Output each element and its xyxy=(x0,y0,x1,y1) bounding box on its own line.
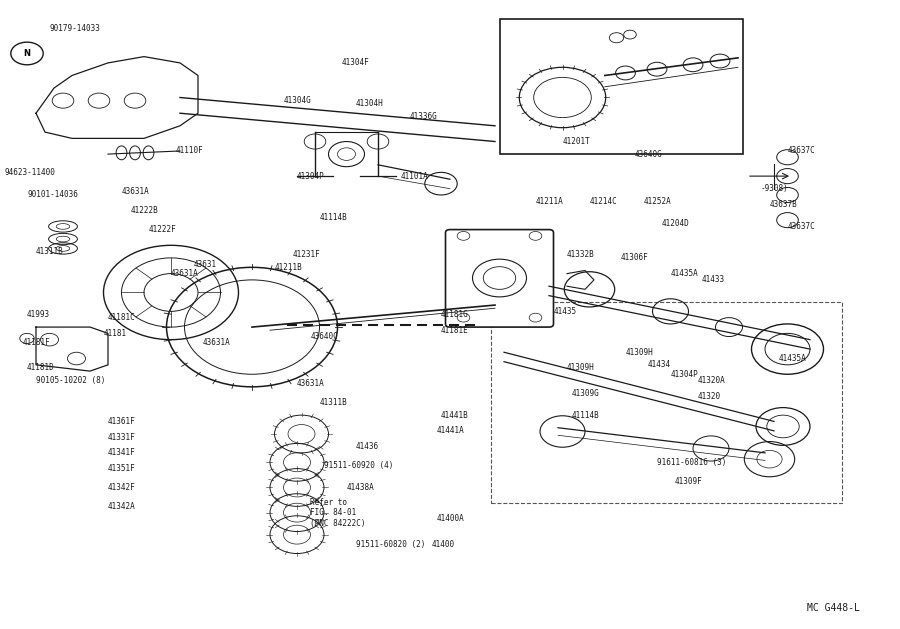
Text: 41211A: 41211A xyxy=(536,197,563,206)
Text: 41342A: 41342A xyxy=(108,502,136,511)
Text: 41101A: 41101A xyxy=(400,172,428,181)
Text: 43631A: 43631A xyxy=(122,187,149,196)
Text: 41181D: 41181D xyxy=(27,364,55,372)
Text: N: N xyxy=(23,49,31,58)
Text: 41222F: 41222F xyxy=(148,225,176,234)
Text: 41181G: 41181G xyxy=(441,310,469,319)
Text: 91611-60816 (3): 91611-60816 (3) xyxy=(657,458,726,467)
Text: 91511-60820 (2): 91511-60820 (2) xyxy=(356,540,425,548)
Text: 41341F: 41341F xyxy=(108,448,136,457)
Text: 41400A: 41400A xyxy=(436,515,464,523)
Text: 41435A: 41435A xyxy=(778,354,806,363)
Text: 41181C: 41181C xyxy=(108,313,136,322)
Text: 41441B: 41441B xyxy=(441,411,469,420)
Text: 41304H: 41304H xyxy=(356,99,383,108)
Text: 43631A: 43631A xyxy=(297,379,325,388)
Text: 90101-14036: 90101-14036 xyxy=(27,191,78,199)
Text: 41361F: 41361F xyxy=(108,417,136,426)
Text: 41114B: 41114B xyxy=(572,411,599,420)
Text: 43637C: 43637C xyxy=(788,147,815,155)
Text: 41222B: 41222B xyxy=(130,206,158,215)
Text: 41309F: 41309F xyxy=(675,477,703,486)
Text: 41435: 41435 xyxy=(554,307,577,316)
Text: 41181: 41181 xyxy=(104,329,127,338)
Text: 41211B: 41211B xyxy=(274,263,302,272)
Text: 41231F: 41231F xyxy=(292,250,320,259)
Text: 41434: 41434 xyxy=(648,360,671,369)
Text: 41304P: 41304P xyxy=(670,370,698,379)
Text: 43631A: 43631A xyxy=(202,338,230,347)
Text: Refer to
FIG. 84-01
(PNC 84222C): Refer to FIG. 84-01 (PNC 84222C) xyxy=(310,498,366,528)
Text: 41441A: 41441A xyxy=(436,426,464,435)
FancyBboxPatch shape xyxy=(446,230,554,327)
Text: 43640C: 43640C xyxy=(310,332,338,341)
Text: 41993: 41993 xyxy=(27,310,50,319)
Text: 43631A: 43631A xyxy=(171,269,199,278)
Text: 41309G: 41309G xyxy=(572,389,599,398)
Text: 41311B: 41311B xyxy=(320,398,347,407)
Text: 41110F: 41110F xyxy=(176,147,203,155)
Text: 41436: 41436 xyxy=(356,442,379,451)
Text: 41332B: 41332B xyxy=(567,250,595,259)
Text: 41252A: 41252A xyxy=(644,197,671,206)
Text: -9308): -9308) xyxy=(760,184,788,193)
Text: 43640G: 43640G xyxy=(634,150,662,159)
Text: 41304P: 41304P xyxy=(297,172,325,181)
Text: 41304G: 41304G xyxy=(284,96,311,105)
Text: 41438A: 41438A xyxy=(346,483,374,492)
Text: 41331F: 41331F xyxy=(108,433,136,442)
Text: 41201T: 41201T xyxy=(562,137,590,146)
Text: 94623-11400: 94623-11400 xyxy=(4,169,56,177)
Text: 41304F: 41304F xyxy=(342,58,370,67)
Text: MC G448-L: MC G448-L xyxy=(806,603,859,613)
Text: 43637B: 43637B xyxy=(770,200,797,209)
Text: 41336G: 41336G xyxy=(410,112,437,121)
Text: 90105-10202 (8): 90105-10202 (8) xyxy=(36,376,105,385)
Text: 41309H: 41309H xyxy=(567,364,595,372)
Text: 41311B: 41311B xyxy=(36,247,64,256)
Text: 41320: 41320 xyxy=(698,392,721,401)
Text: 91511-60920 (4): 91511-60920 (4) xyxy=(324,461,393,470)
Bar xyxy=(500,19,742,154)
Text: 41351F: 41351F xyxy=(108,464,136,473)
Text: 41306F: 41306F xyxy=(621,253,649,262)
Text: 41114B: 41114B xyxy=(320,213,347,221)
Text: 41204D: 41204D xyxy=(662,219,689,228)
Bar xyxy=(491,302,842,503)
Text: 90179-14033: 90179-14033 xyxy=(50,24,101,33)
Text: 41433: 41433 xyxy=(702,276,725,284)
Text: 43631: 43631 xyxy=(194,260,217,269)
Text: 41181E: 41181E xyxy=(441,326,469,335)
Text: 41181F: 41181F xyxy=(22,338,50,347)
Text: 41342F: 41342F xyxy=(108,483,136,492)
Text: 41309H: 41309H xyxy=(626,348,653,357)
Text: 43637C: 43637C xyxy=(788,222,815,231)
Text: 41435A: 41435A xyxy=(670,269,698,278)
Text: 41320A: 41320A xyxy=(698,376,725,385)
Text: 41214C: 41214C xyxy=(590,197,617,206)
Text: 41400: 41400 xyxy=(432,540,455,548)
